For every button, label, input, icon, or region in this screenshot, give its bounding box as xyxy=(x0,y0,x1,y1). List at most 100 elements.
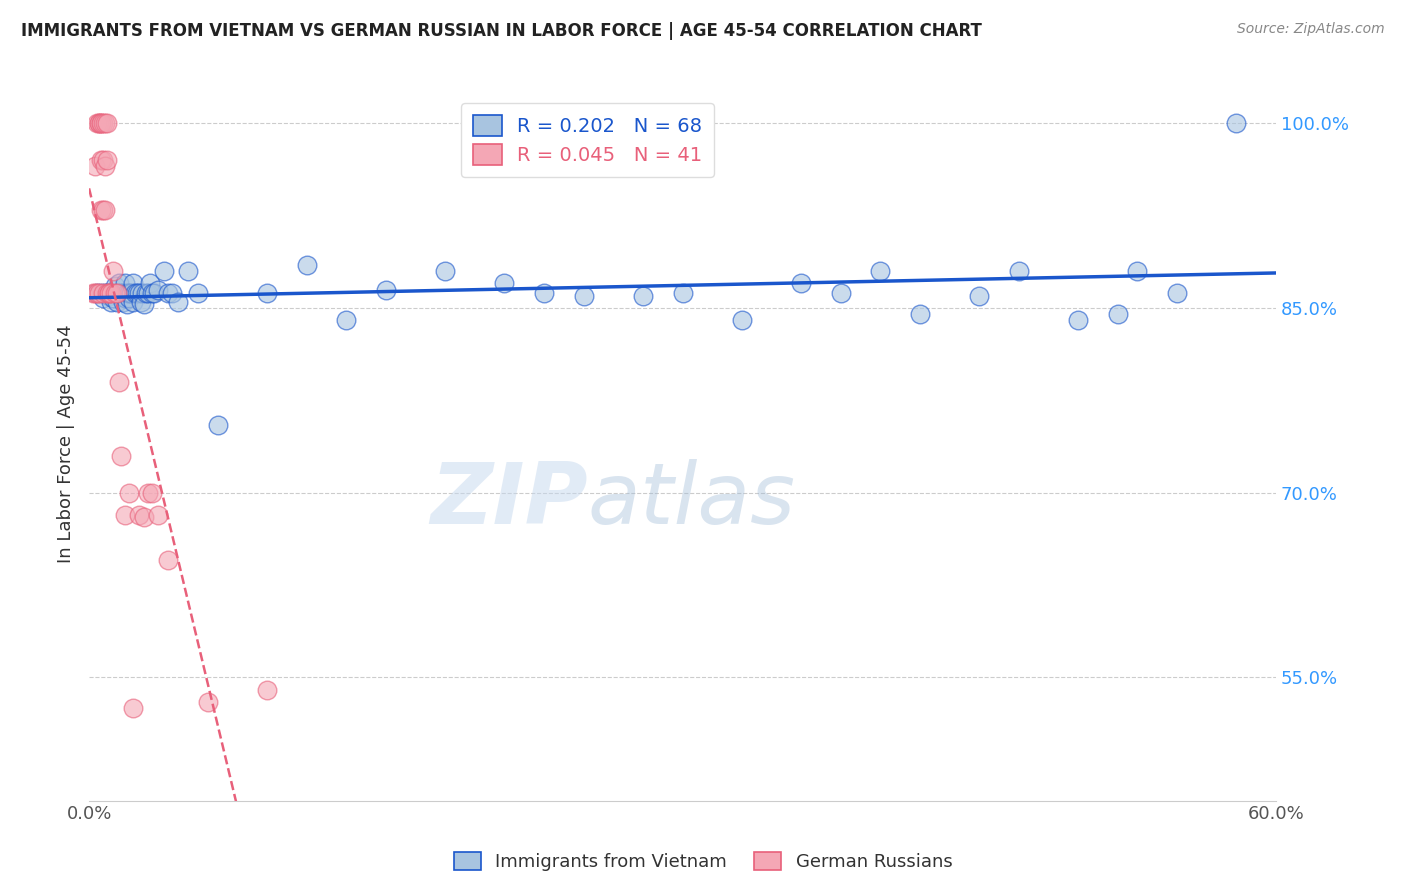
Point xyxy=(207,417,229,432)
Point xyxy=(90,202,112,217)
Point xyxy=(129,294,152,309)
Point xyxy=(115,286,138,301)
Point xyxy=(94,202,117,217)
Point xyxy=(157,286,180,301)
Point xyxy=(91,291,114,305)
Point xyxy=(731,313,754,327)
Point xyxy=(97,286,120,301)
Point xyxy=(97,286,120,301)
Point xyxy=(256,682,278,697)
Point xyxy=(110,286,132,301)
Point xyxy=(631,289,654,303)
Point xyxy=(105,286,128,301)
Point xyxy=(110,449,132,463)
Point xyxy=(533,286,555,301)
Point xyxy=(131,286,153,301)
Point xyxy=(256,286,278,301)
Point xyxy=(96,286,118,301)
Point xyxy=(374,283,396,297)
Point xyxy=(107,286,129,301)
Point xyxy=(141,286,163,301)
Text: ZIP: ZIP xyxy=(430,459,588,542)
Point xyxy=(90,286,112,301)
Point xyxy=(128,286,150,301)
Point xyxy=(120,286,142,301)
Point xyxy=(1126,264,1149,278)
Point xyxy=(830,286,852,301)
Point xyxy=(967,289,990,303)
Point xyxy=(111,286,134,301)
Point xyxy=(104,286,127,301)
Point xyxy=(90,153,112,168)
Point xyxy=(87,116,110,130)
Point xyxy=(157,553,180,567)
Point xyxy=(197,695,219,709)
Point xyxy=(148,283,170,297)
Point xyxy=(104,278,127,293)
Point xyxy=(141,485,163,500)
Point xyxy=(138,286,160,301)
Point xyxy=(125,286,148,301)
Point xyxy=(160,286,183,301)
Point xyxy=(124,286,146,301)
Point xyxy=(572,289,595,303)
Point xyxy=(908,307,931,321)
Text: Source: ZipAtlas.com: Source: ZipAtlas.com xyxy=(1237,22,1385,37)
Point xyxy=(148,508,170,522)
Point xyxy=(94,160,117,174)
Point xyxy=(87,116,110,130)
Point xyxy=(869,264,891,278)
Point xyxy=(104,286,127,301)
Point xyxy=(84,160,107,174)
Point xyxy=(295,258,318,272)
Point xyxy=(86,286,108,301)
Point xyxy=(111,294,134,309)
Point xyxy=(117,485,139,500)
Point xyxy=(671,286,693,301)
Point xyxy=(135,286,157,301)
Point xyxy=(90,116,112,130)
Point xyxy=(494,277,516,291)
Point xyxy=(96,153,118,168)
Point xyxy=(121,277,143,291)
Point xyxy=(90,116,112,130)
Y-axis label: In Labor Force | Age 45-54: In Labor Force | Age 45-54 xyxy=(58,324,75,563)
Point xyxy=(97,286,120,301)
Point xyxy=(434,264,457,278)
Point xyxy=(110,289,132,303)
Point xyxy=(1008,264,1031,278)
Point xyxy=(114,508,136,522)
Point xyxy=(117,286,139,301)
Point xyxy=(167,294,190,309)
Point xyxy=(114,277,136,291)
Point xyxy=(107,277,129,291)
Point xyxy=(100,286,122,301)
Point xyxy=(1067,313,1090,327)
Point xyxy=(1166,286,1188,301)
Point xyxy=(134,297,156,311)
Point xyxy=(91,153,114,168)
Point xyxy=(134,510,156,524)
Point xyxy=(87,286,110,301)
Point xyxy=(82,286,104,301)
Point xyxy=(96,286,118,301)
Point xyxy=(96,116,118,130)
Point xyxy=(86,286,108,301)
Point xyxy=(86,116,108,130)
Point xyxy=(91,116,114,130)
Point xyxy=(84,286,107,301)
Point xyxy=(105,294,128,309)
Point xyxy=(139,277,162,291)
Point xyxy=(101,291,124,305)
Point xyxy=(114,291,136,305)
Point xyxy=(91,202,114,217)
Point xyxy=(790,277,813,291)
Point xyxy=(335,313,357,327)
Point xyxy=(94,116,117,130)
Point xyxy=(121,294,143,309)
Point xyxy=(143,286,166,301)
Point xyxy=(128,508,150,522)
Point xyxy=(97,289,120,303)
Point xyxy=(138,485,160,500)
Point xyxy=(187,286,209,301)
